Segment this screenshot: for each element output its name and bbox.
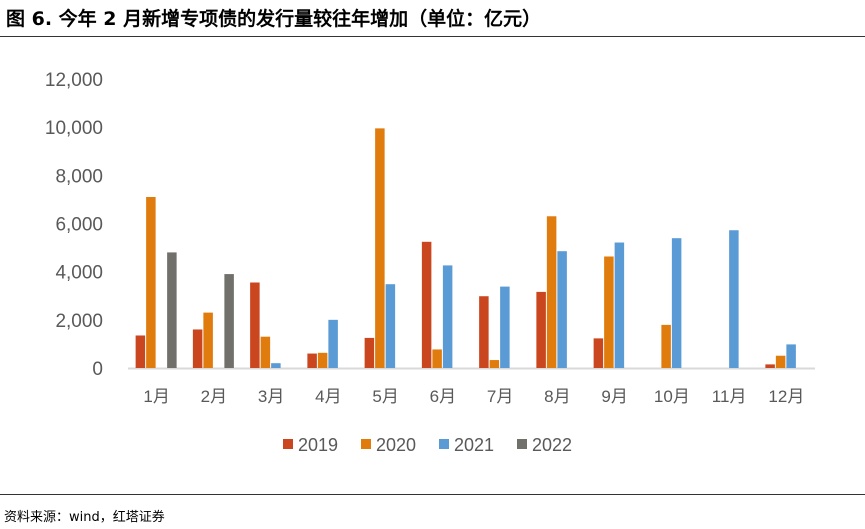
chart-title: 图 6. 今年 2 月新增专项债的发行量较往年增加（单位：亿元） bbox=[6, 8, 542, 30]
bar-2019-3 bbox=[250, 282, 260, 368]
bar-2020-9 bbox=[604, 256, 614, 368]
y-tick-label: 12,000 bbox=[45, 70, 103, 91]
y-tick-label: 10,000 bbox=[45, 118, 103, 139]
x-tick-label: 10月 bbox=[654, 387, 690, 406]
bar-2021-4 bbox=[328, 319, 338, 368]
bar-2019-6 bbox=[421, 241, 432, 368]
x-tick-label: 8月 bbox=[544, 387, 570, 406]
bar-2020-7 bbox=[489, 360, 500, 368]
bar-2021-7 bbox=[500, 286, 510, 368]
bar-2020-10 bbox=[661, 324, 671, 368]
x-tick-label: 1月 bbox=[143, 387, 169, 406]
bar-2019-8 bbox=[536, 291, 546, 368]
bar-chart: 0 2,000 4,000 6,000 8,000 10,000 12,000 1月 2月 3月 4… bbox=[45, 70, 815, 455]
bar-2021-3 bbox=[271, 363, 281, 368]
bar-2021-6 bbox=[442, 265, 453, 368]
bar-2019-12 bbox=[765, 364, 775, 368]
bar-2020-12 bbox=[775, 355, 786, 368]
source-divider bbox=[0, 494, 865, 495]
bar-2019-5 bbox=[364, 337, 375, 368]
bar-2019-1 bbox=[135, 335, 146, 368]
legend-swatch-2019 bbox=[283, 439, 293, 449]
y-tick-label: 4,000 bbox=[55, 263, 103, 284]
legend-label-2019: 2019 bbox=[298, 435, 338, 455]
legend-label-2022: 2022 bbox=[532, 435, 572, 455]
bar-2020-5 bbox=[375, 128, 385, 368]
x-tick-label: 5月 bbox=[372, 387, 398, 406]
y-tick-label: 2,000 bbox=[55, 311, 103, 332]
legend-label-2020: 2020 bbox=[376, 435, 416, 455]
x-tick-label: 12月 bbox=[768, 387, 804, 406]
bar-2020-3 bbox=[260, 336, 271, 368]
bar-2021-10 bbox=[671, 238, 682, 368]
bar-2021-11 bbox=[729, 230, 739, 368]
bar-2020-4 bbox=[317, 352, 328, 368]
bar-2022-2 bbox=[224, 274, 234, 368]
y-tick-label: 0 bbox=[92, 359, 103, 380]
x-tick-label: 7月 bbox=[487, 387, 513, 406]
x-tick-label: 4月 bbox=[315, 387, 341, 406]
bar-2021-8 bbox=[557, 251, 567, 368]
x-tick-label: 6月 bbox=[430, 387, 456, 406]
legend-swatch-2021 bbox=[439, 439, 449, 449]
bar-2020-6 bbox=[432, 349, 442, 368]
bar-2022-1 bbox=[167, 252, 177, 368]
legend-swatch-2022 bbox=[517, 439, 527, 449]
legend-label-2021: 2021 bbox=[454, 435, 494, 455]
bar-2020-1 bbox=[146, 197, 156, 368]
bar-2021-5 bbox=[385, 284, 396, 368]
x-tick-label: 2月 bbox=[201, 387, 227, 406]
bar-2019-2 bbox=[192, 329, 203, 368]
bar-2020-2 bbox=[203, 312, 213, 368]
x-tick-label: 9月 bbox=[601, 387, 627, 406]
bar-2020-8 bbox=[546, 216, 557, 368]
title-divider bbox=[0, 36, 865, 37]
bar-2019-4 bbox=[307, 353, 317, 368]
y-tick-label: 6,000 bbox=[55, 215, 103, 236]
x-tick-label: 11月 bbox=[712, 387, 747, 406]
bar-2021-9 bbox=[614, 242, 625, 368]
source-note: 资料来源：wind，红塔证券 bbox=[4, 510, 165, 525]
y-tick-label: 8,000 bbox=[55, 166, 103, 187]
legend-swatch-2020 bbox=[361, 439, 371, 449]
bar-2021-12 bbox=[786, 344, 796, 368]
x-tick-label: 3月 bbox=[258, 387, 284, 406]
bar-2019-7 bbox=[479, 296, 489, 368]
bar-2019-9 bbox=[593, 338, 604, 368]
